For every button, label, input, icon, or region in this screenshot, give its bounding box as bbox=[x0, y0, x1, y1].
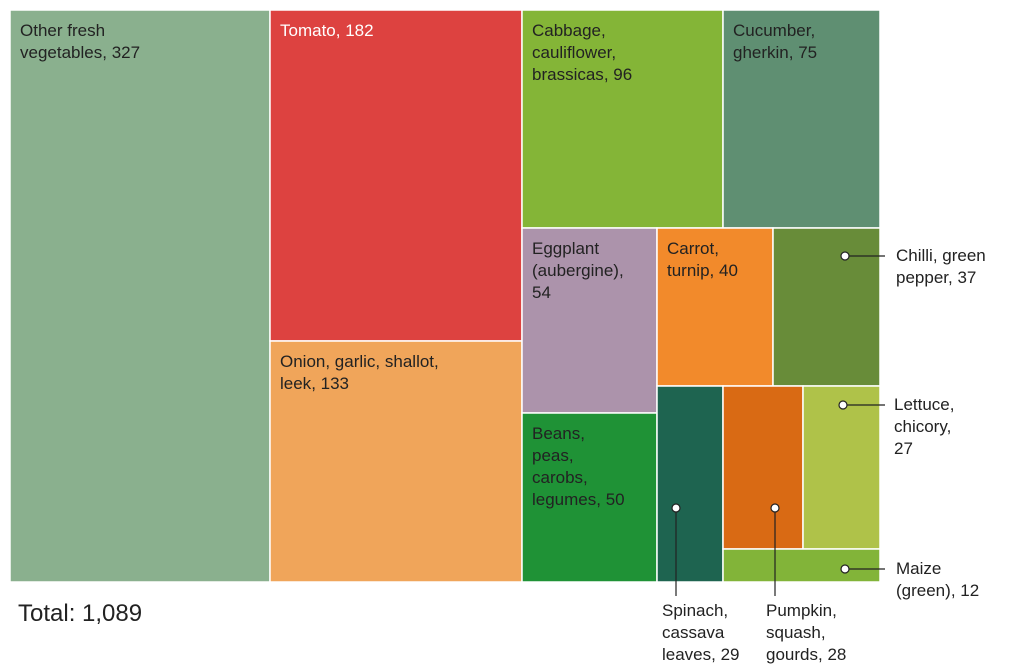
node-name: Lettuce, chicory bbox=[894, 395, 955, 436]
node-name: Cabbage, cauliflower, brassicas bbox=[532, 21, 617, 84]
node-label: Carrot, turnip, 40 bbox=[667, 239, 738, 280]
node-value: 37 bbox=[957, 268, 977, 287]
total-annotation: Total: 1,089 bbox=[18, 600, 143, 627]
node-value: 27 bbox=[894, 439, 913, 458]
treemap-node bbox=[722, 9, 881, 229]
treemap-node bbox=[772, 227, 881, 387]
node-name: Other fresh vegetables bbox=[20, 21, 106, 62]
node-name: Tomato bbox=[280, 21, 336, 40]
node-name: Spinach, cassava leaves bbox=[662, 601, 729, 664]
node-label: Lettuce, chicory, 27 bbox=[894, 395, 955, 458]
node-name: Cucumber, gherkin bbox=[733, 21, 816, 62]
node-label: Cabbage, cauliflower, brassicas, 96 bbox=[532, 21, 633, 84]
treemap-node bbox=[9, 9, 271, 583]
treemap-node bbox=[656, 227, 774, 387]
callout-dot bbox=[770, 503, 780, 513]
node-value: 12 bbox=[960, 581, 980, 600]
node-label: Maize (green), 12 bbox=[896, 559, 980, 600]
node-label: Cucumber, gherkin, 75 bbox=[733, 21, 818, 62]
treemap-node bbox=[269, 340, 523, 583]
callout-dot bbox=[671, 503, 681, 513]
node-value: 50 bbox=[605, 490, 625, 509]
treemap-node bbox=[656, 385, 724, 583]
callout-dot bbox=[840, 251, 850, 261]
node-value: 54 bbox=[532, 283, 551, 302]
node-value: 96 bbox=[613, 65, 633, 84]
node-label: Spinach, cassava leaves, 29 bbox=[662, 601, 740, 664]
node-name: Beans, peas, carobs, legumes bbox=[532, 424, 597, 509]
node-value: 327 bbox=[111, 43, 141, 62]
node-name: Onion, garlic, shallot, leek bbox=[280, 352, 439, 393]
node-value: 75 bbox=[798, 43, 818, 62]
node-value: 29 bbox=[720, 645, 740, 664]
node-name: Carrot, turnip bbox=[667, 239, 719, 280]
node-value: 133 bbox=[320, 374, 350, 393]
node-label: Beans, peas, carobs, legumes, 50 bbox=[532, 424, 625, 509]
node-value: 182 bbox=[345, 21, 374, 40]
treemap-node bbox=[521, 227, 658, 414]
callout-dot bbox=[840, 564, 850, 574]
node-value: 28 bbox=[827, 645, 847, 664]
node-label: Tomato, 182 bbox=[280, 21, 374, 40]
node-name: Chilli, green pepper bbox=[896, 246, 986, 287]
callout-dot bbox=[838, 400, 848, 410]
node-label: Pumpkin, squash, gourds, 28 bbox=[766, 601, 847, 664]
treemap-node bbox=[521, 412, 658, 583]
node-label: Eggplant (aubergine), 54 bbox=[532, 239, 624, 302]
node-name: Eggplant (aubergine) bbox=[532, 239, 619, 280]
treemap-node bbox=[269, 9, 523, 342]
node-value: 40 bbox=[718, 261, 738, 280]
node-label: Onion, garlic, shallot, leek, 133 bbox=[280, 352, 439, 393]
treemap-node bbox=[722, 548, 881, 583]
node-name: Pumpkin, squash, gourds bbox=[766, 601, 837, 664]
treemap-node bbox=[802, 385, 881, 550]
treemap-node bbox=[722, 385, 804, 550]
node-label: Chilli, green pepper, 37 bbox=[896, 246, 986, 287]
treemap-node bbox=[521, 9, 724, 229]
node-label: Other fresh vegetables, 327 bbox=[20, 21, 141, 62]
node-name: Maize (green) bbox=[896, 559, 951, 600]
